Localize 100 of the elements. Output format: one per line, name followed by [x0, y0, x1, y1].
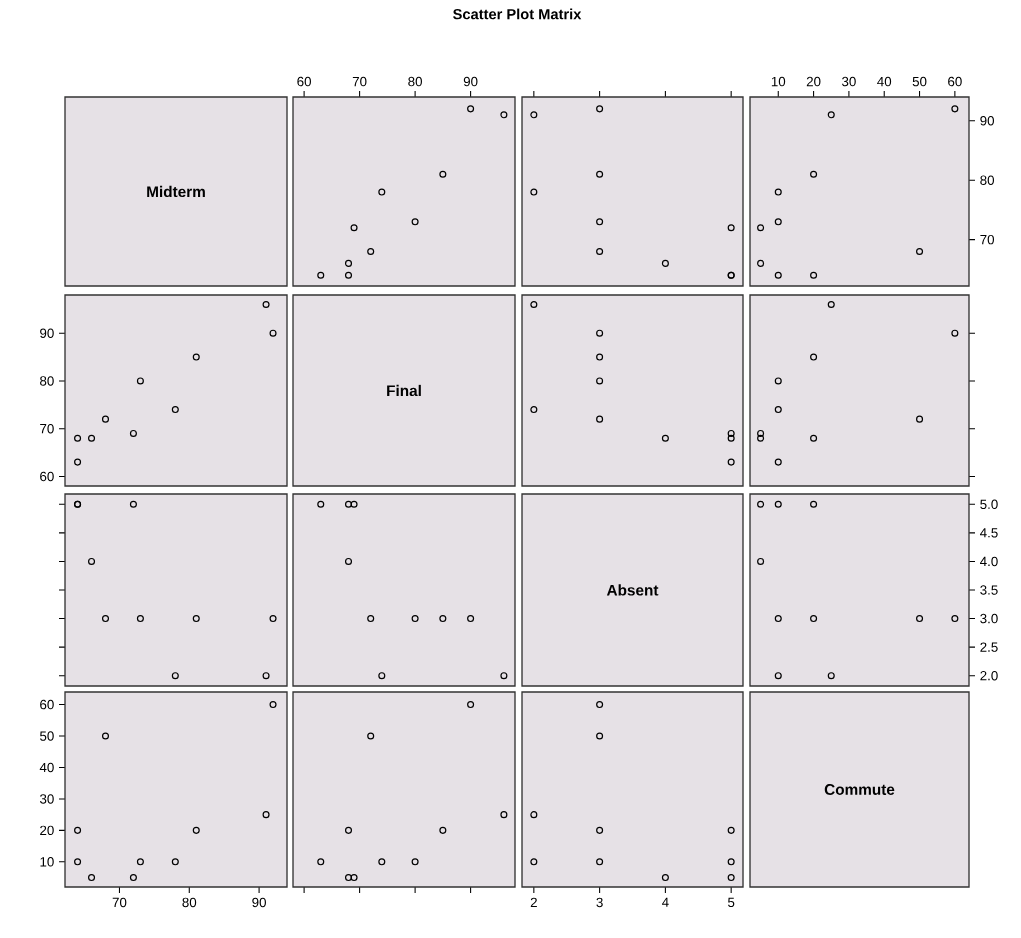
point	[171, 672, 179, 680]
point	[344, 259, 353, 267]
point	[727, 826, 735, 834]
x-tick-label: 90	[463, 76, 478, 87]
point	[596, 353, 604, 361]
point	[774, 271, 782, 279]
text: Final	[387, 384, 421, 397]
point	[129, 874, 137, 882]
point	[129, 429, 137, 437]
x-tick-label: 60	[297, 76, 311, 87]
point	[727, 434, 735, 442]
x-tick-label: 20	[806, 76, 821, 87]
point	[530, 811, 538, 819]
point	[530, 406, 538, 414]
text: Absent	[606, 584, 659, 596]
text: Midterm	[147, 185, 205, 198]
y-tick-label: 70	[40, 423, 54, 434]
point	[596, 329, 604, 337]
point	[774, 377, 782, 385]
x-tick-label: 2	[530, 897, 537, 907]
point	[916, 615, 924, 623]
point	[774, 615, 782, 623]
y-tick-label: 50	[40, 731, 54, 741]
point	[344, 826, 353, 834]
point	[171, 406, 179, 414]
point	[74, 434, 82, 442]
point	[136, 858, 144, 866]
point	[596, 826, 604, 834]
y-tick-label: 20	[40, 825, 54, 836]
point	[810, 170, 818, 178]
point	[757, 429, 765, 437]
point	[596, 732, 604, 740]
point	[317, 271, 325, 279]
point	[378, 858, 386, 866]
point	[596, 218, 604, 226]
point	[350, 224, 358, 232]
point	[129, 500, 137, 508]
point	[136, 377, 144, 385]
point	[774, 500, 782, 508]
point	[269, 329, 277, 337]
point	[317, 858, 325, 866]
y-tick-label: 90	[40, 328, 54, 338]
x-tick-label: 4	[662, 897, 669, 907]
x-tick-label: 40	[877, 76, 892, 87]
point	[827, 111, 835, 119]
point	[757, 434, 765, 442]
point	[88, 557, 96, 565]
point	[101, 415, 110, 423]
point	[88, 874, 96, 882]
point	[530, 188, 538, 196]
point	[467, 701, 475, 709]
point	[951, 329, 959, 337]
point	[411, 218, 419, 226]
point	[774, 406, 782, 414]
x-tick-label: 70	[112, 897, 127, 908]
y-tick-label: 4.5	[980, 528, 998, 538]
point	[439, 615, 447, 623]
y-tick-label: 30	[39, 794, 54, 804]
x-tick-label: 70	[352, 76, 367, 87]
point	[951, 105, 959, 113]
point	[411, 615, 419, 623]
point	[757, 557, 765, 565]
point	[367, 732, 375, 740]
point	[774, 218, 782, 226]
point	[262, 672, 270, 680]
point	[136, 615, 144, 623]
point	[367, 615, 375, 623]
point	[439, 170, 447, 178]
point	[269, 615, 277, 623]
point	[500, 111, 508, 119]
point	[500, 811, 508, 819]
point	[74, 458, 82, 466]
point	[530, 301, 538, 309]
y-tick-label: 60	[40, 471, 54, 482]
point	[101, 615, 110, 623]
y-tick-label: 60	[40, 699, 54, 710]
point	[661, 434, 669, 442]
point	[757, 500, 765, 508]
point	[192, 353, 200, 361]
point	[727, 224, 735, 232]
point	[774, 458, 782, 466]
y-tick-label: 4.0	[980, 556, 998, 567]
point	[810, 271, 818, 279]
x-tick-label: 3	[596, 897, 603, 908]
point	[727, 429, 735, 437]
y-tick-label: 90	[980, 116, 995, 126]
x-tick-label: 80	[182, 897, 197, 908]
point	[350, 500, 358, 508]
point	[661, 259, 669, 267]
point	[810, 353, 818, 361]
x-tick-label: 90	[252, 897, 266, 908]
point	[810, 615, 818, 623]
point	[916, 247, 924, 256]
point	[827, 672, 835, 680]
x-tick-label: 60	[948, 76, 962, 87]
point	[192, 826, 200, 834]
point	[74, 826, 82, 834]
point	[596, 701, 604, 709]
point	[262, 301, 270, 309]
point	[530, 111, 538, 119]
